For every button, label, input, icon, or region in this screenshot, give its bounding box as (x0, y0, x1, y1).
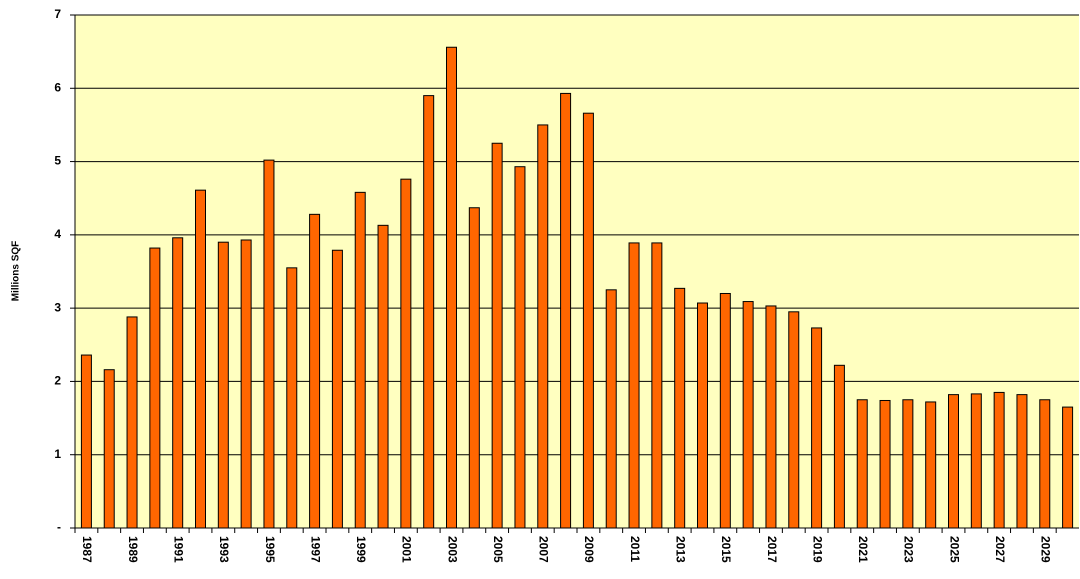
bar (377, 224, 389, 529)
x-tick-label: 2013 (674, 536, 688, 563)
bar (331, 249, 343, 529)
x-tick-label: 2001 (400, 536, 414, 563)
x-tick-label: 2025 (947, 536, 961, 563)
bar (582, 112, 594, 529)
bar (1039, 399, 1051, 529)
bar (628, 242, 640, 529)
y-tick-label: 6 (54, 80, 61, 94)
y-tick-label: 5 (54, 154, 61, 168)
bar (514, 166, 526, 529)
y-tick-label: 3 (54, 300, 61, 314)
bar (423, 95, 435, 529)
x-tick-label: 2017 (765, 536, 779, 563)
bar (149, 247, 161, 529)
bar (286, 267, 298, 529)
bar (833, 364, 845, 529)
x-tick-label: 2023 (902, 536, 916, 563)
x-tick-label: 2003 (445, 536, 459, 563)
bar (902, 399, 914, 529)
x-tick-label: 2011 (628, 536, 642, 562)
bar (651, 242, 663, 529)
bar (468, 207, 480, 529)
bar (400, 178, 412, 529)
bar (354, 191, 366, 529)
bar (925, 401, 937, 529)
y-tick-label: 1 (54, 447, 61, 461)
bar (446, 46, 457, 529)
x-tick-label: 2005 (491, 536, 505, 563)
bar (560, 92, 572, 529)
bar (172, 237, 184, 529)
y-tick-label: 2 (54, 374, 61, 388)
y-tick-label: 7 (54, 7, 61, 21)
x-tick-label: 1991 (172, 536, 186, 563)
x-tick-label: 2019 (810, 536, 824, 563)
bar (263, 159, 275, 529)
x-tick-label: 2029 (1039, 536, 1053, 563)
x-tick-label: 1999 (354, 536, 368, 563)
x-tick-label: 2007 (537, 536, 551, 563)
bar (879, 399, 891, 529)
x-tick-label: 1989 (126, 536, 140, 563)
x-tick-label: 2009 (582, 536, 596, 563)
x-tick-label: 1987 (80, 536, 94, 563)
bar (788, 311, 800, 529)
bar (993, 391, 1005, 529)
bar (195, 189, 206, 529)
bar (970, 393, 982, 529)
bar (742, 301, 754, 529)
x-tick-label: 1993 (217, 536, 231, 563)
y-axis-label: Millions SQF (11, 241, 22, 302)
x-tick-label: 2015 (719, 536, 733, 563)
bar (80, 354, 92, 529)
bar (674, 287, 686, 529)
bar (605, 289, 617, 529)
bar (697, 302, 708, 529)
bar (948, 394, 959, 529)
bar (811, 327, 823, 529)
bar (217, 241, 229, 529)
bar (103, 369, 115, 529)
bar (240, 239, 252, 529)
bar (765, 305, 777, 529)
x-tick-label: 1995 (263, 536, 277, 563)
bar (491, 142, 503, 529)
bar (1062, 406, 1074, 529)
y-tick-label: 4 (54, 227, 61, 241)
bar (719, 292, 731, 529)
bar (309, 213, 321, 529)
bar (537, 124, 549, 529)
x-tick-label: 2027 (993, 536, 1007, 563)
bar (1016, 394, 1028, 529)
x-tick-label: 2021 (856, 536, 870, 563)
bar (856, 399, 868, 529)
x-tick-label: 1997 (308, 536, 322, 563)
bar (126, 316, 138, 529)
y-tick-label: - (57, 520, 61, 534)
